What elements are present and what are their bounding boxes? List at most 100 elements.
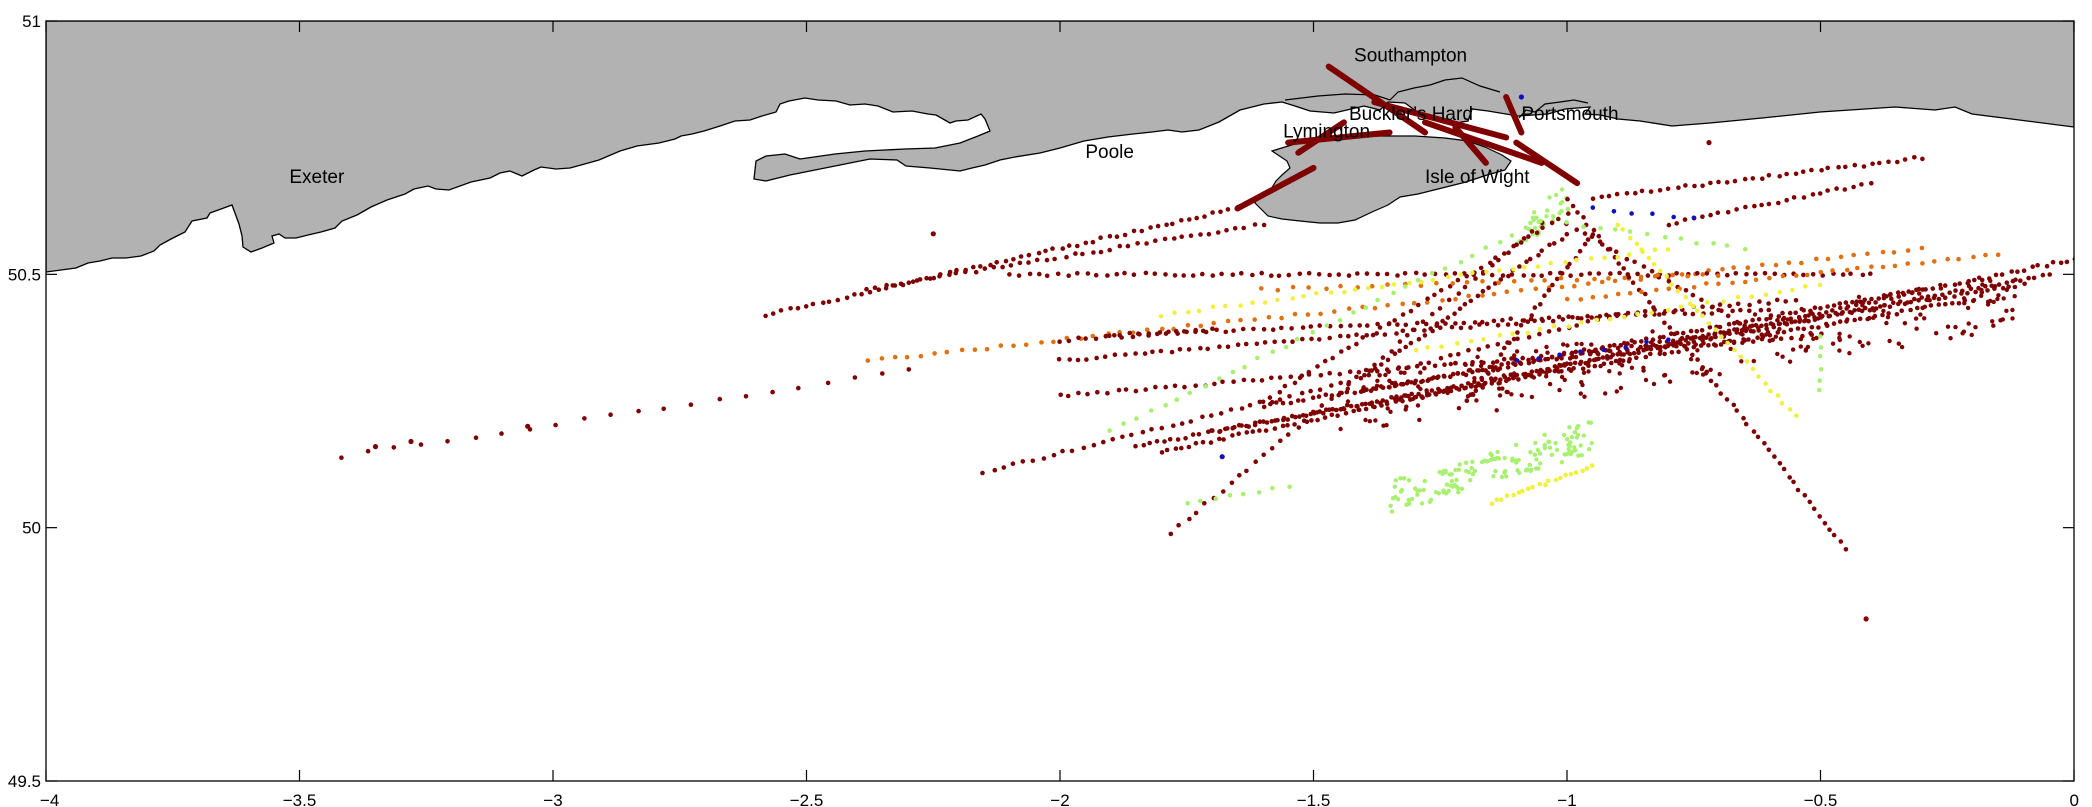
ship-position-point [978,264,983,269]
ship-position-point [1582,231,1588,236]
ship-position-point [1742,246,1748,252]
ship-position-point [1036,250,1042,256]
ship-position-point [1694,329,1700,334]
ship-position-point [1389,509,1395,514]
ship-position-point [1016,273,1022,278]
ship-position-point [1916,291,1922,296]
ship-position-point [1767,333,1773,338]
ship-position-point [1519,393,1524,398]
ship-position-point [1618,343,1624,348]
ship-position-point [1708,337,1713,342]
ship-position-point [1395,273,1400,278]
ship-position-point [1968,286,1974,292]
ship-position-point [1375,297,1380,303]
ship-position-point [1338,323,1344,329]
ship-position-point [1562,377,1568,383]
ship-position-point [1599,279,1605,285]
ship-position-point [864,286,869,292]
ship-position-point [1466,293,1471,299]
ship-position-point [1264,420,1270,425]
ship-position-point [1592,363,1598,369]
ship-position-point [1734,207,1739,212]
ship-position-point [1650,337,1656,343]
ship-position-point [1123,387,1129,392]
ship-position-point [1719,334,1724,340]
ship-position-point [1256,490,1262,495]
ship-position-point [1369,368,1374,373]
ship-position-point [810,301,816,307]
ship-position-point [1837,335,1842,341]
ship-position-point [1787,407,1793,412]
ship-position-point [1497,393,1503,398]
ship-position-point [1131,228,1137,234]
ship-position-point [2010,307,2015,313]
ship-position-point [1193,440,1199,446]
ship-position-point [1945,256,1950,262]
ship-position-point [1290,284,1296,290]
ship-position-point [1809,167,1814,173]
ship-position-point [1948,336,1953,341]
ship-position-point [1193,383,1198,389]
ship-position-point [1137,332,1142,337]
ship-position-point [1438,288,1444,293]
ship-position-point [1810,192,1816,197]
ship-position-point [1773,262,1779,268]
ship-position-point [1458,272,1464,277]
ship-position-point [1805,344,1811,350]
ship-position-point [1992,286,1997,291]
ship-position-point [1394,382,1399,388]
ship-position-point [1594,317,1600,323]
ship-position-point [1877,160,1882,166]
ship-position-point [1743,279,1748,285]
ship-position-point [1551,241,1557,246]
ship-position-point [1133,388,1139,394]
ship-position-point [1200,439,1206,445]
ship-position-point [1261,419,1266,424]
ship-position-point [1292,311,1298,317]
ship-position-point [937,274,942,279]
ship-position-point [1550,282,1555,288]
ship-position-point [1202,214,1207,219]
ship-position-point [1186,347,1192,352]
ship-position-point [1876,296,1881,301]
ship-position-point [1324,286,1329,292]
ship-position-point [770,311,776,316]
ship-position-point [1665,247,1671,252]
ship-position-point [1017,260,1023,266]
ship-position-point [1833,310,1838,316]
ship-position-point [1682,217,1688,222]
ship-position-point [1130,334,1136,340]
ship-position-point [1597,239,1603,244]
ship-position-point [1150,349,1155,355]
ship-position-point [1324,323,1330,328]
ship-position-point [1709,304,1715,310]
ship-position-point [1579,316,1584,321]
ship-position-point [1352,390,1358,396]
ship-position-point [1567,443,1572,449]
ship-position-point [1662,351,1667,357]
ship-position-point [1502,455,1507,461]
ship-position-point [1453,321,1458,326]
ship-position-point [1134,416,1139,421]
ship-position-point [1922,316,1927,321]
ship-position-point [1862,305,1868,311]
ship-position-point [1891,300,1896,306]
ship-position-point [1443,470,1449,475]
ship-position-point [1065,393,1071,399]
ship-position-point [1587,357,1592,363]
ship-position-point [1894,312,1900,317]
ship-position-point [1641,264,1647,269]
ship-position-point [1657,335,1663,340]
ship-position-point [1759,202,1764,208]
ship-position-point [1148,408,1154,413]
ship-position-point [1756,325,1761,331]
ship-position-point [1543,357,1548,362]
ship-position-point [1323,392,1329,398]
ship-position-point [930,231,936,237]
ship-position-point [1510,375,1516,381]
ship-position-point [1706,140,1712,146]
ship-position-point [1629,211,1634,216]
ship-position-point [1406,497,1412,503]
ship-position-point [1187,217,1192,222]
ship-position-point [1629,365,1635,370]
